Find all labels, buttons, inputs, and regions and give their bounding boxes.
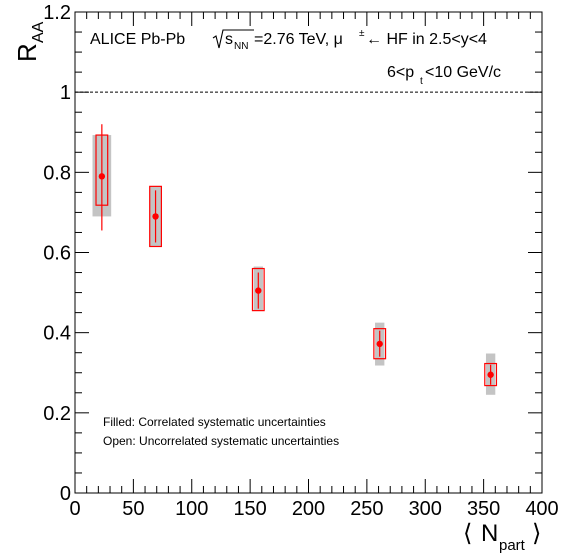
chart-title: ALICE Pb-Pb — [90, 31, 185, 48]
uncorrelated-systematics-layer — [95, 134, 498, 387]
y-tick-label: 0 — [60, 483, 71, 505]
svg-text:R: R — [12, 43, 42, 62]
legend-note-uncorrelated: Open: Uncorrelated systematic uncertaint… — [103, 434, 339, 448]
y-tick-label: 1 — [60, 82, 71, 104]
x-tick-label: 100 — [175, 498, 208, 520]
svg-text:N: N — [481, 520, 498, 547]
subtitle-subscript: t — [420, 76, 423, 87]
x-tick-label: 350 — [467, 498, 500, 520]
subtitle-prefix: 6<p — [387, 64, 414, 81]
uncorrelated-systematic-box — [484, 362, 498, 387]
y-tick-label: 1.2 — [43, 2, 71, 24]
svg-text:AA: AA — [30, 21, 47, 43]
x-tick-label: 300 — [409, 498, 442, 520]
data-point — [376, 340, 383, 348]
svg-text:part: part — [499, 537, 526, 554]
x-tick-label: 400 — [525, 498, 558, 520]
x-tick-label: 0 — [69, 498, 80, 520]
svg-text:⟨: ⟨ — [463, 520, 472, 547]
title-sqrt-s: s — [225, 31, 233, 48]
svg-text:⟩: ⟩ — [532, 520, 541, 547]
x-tick-layer: 0 50 100 150 200 250 300 350 400 — [69, 12, 559, 520]
x-tick-label: 50 — [122, 498, 144, 520]
data-point — [487, 371, 494, 378]
y-axis-label: R AA — [12, 21, 47, 62]
data-point-layer — [98, 173, 494, 378]
x-tick-label: 250 — [350, 498, 383, 520]
uncorrelated-systematic-box — [251, 267, 265, 312]
y-tick-label: 0.4 — [43, 323, 71, 345]
title-channel: ← HF in 2.5<y<4 — [366, 31, 487, 48]
legend-note-correlated: Filled: Correlated systematic uncertaint… — [103, 415, 326, 429]
data-point — [255, 287, 262, 294]
title-energy: =2.76 TeV, μ — [254, 31, 343, 48]
subtitle-suffix: <10 GeV/c — [425, 64, 501, 81]
statistical-error-layer — [101, 124, 492, 385]
y-tick-label: 0.2 — [43, 403, 71, 425]
uncorrelated-systematic-box — [373, 328, 387, 360]
x-axis-label: ⟨ N part ⟩ — [463, 520, 541, 554]
y-tick-label: 0.6 — [43, 243, 71, 265]
y-tick-label: 0.8 — [43, 162, 71, 184]
x-tick-label: 150 — [233, 498, 266, 520]
title-sqrt-subscript: NN — [234, 41, 248, 52]
sqrt-sign — [212, 29, 254, 49]
correlated-systematics-layer — [92, 135, 496, 395]
uncorrelated-systematic-box — [149, 185, 162, 248]
data-point — [152, 213, 159, 220]
title-mu-superscript: ± — [359, 28, 365, 39]
x-tick-label: 200 — [292, 498, 325, 520]
y-tick-layer: 0 0.2 0.4 0.6 0.8 1 1.2 — [43, 2, 542, 505]
data-point — [98, 173, 106, 180]
